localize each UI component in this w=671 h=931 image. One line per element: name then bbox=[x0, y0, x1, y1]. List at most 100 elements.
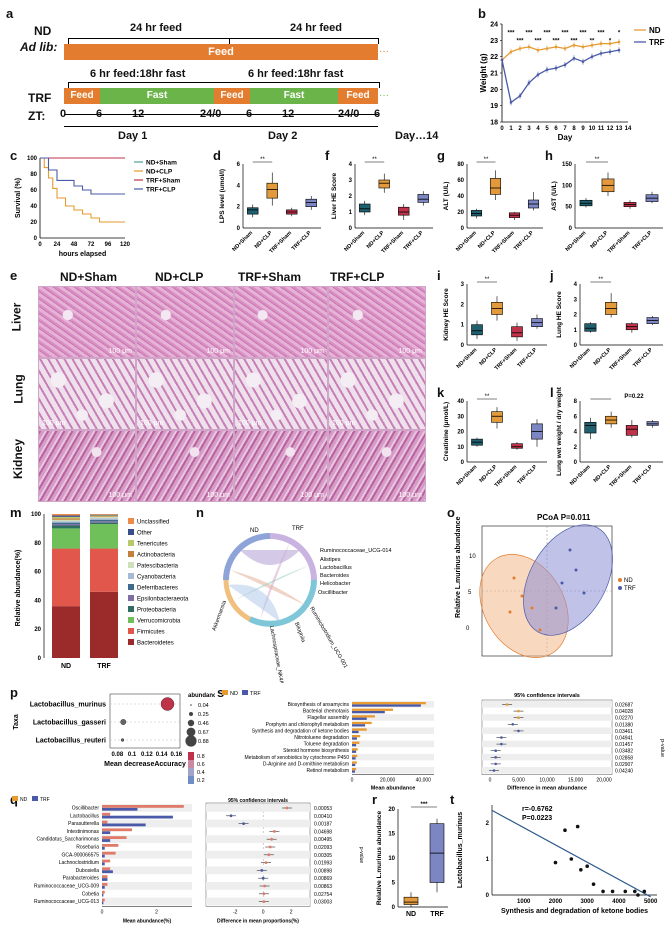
scale-bar: 100 μm bbox=[206, 348, 231, 355]
d-box bbox=[305, 198, 317, 207]
n-tax-4: Bacteroides bbox=[320, 573, 349, 579]
b-xtick: 7 bbox=[563, 126, 567, 132]
s-legend-nd: ND bbox=[230, 691, 238, 697]
s-bar-trf bbox=[352, 711, 385, 714]
q-bar-nd bbox=[102, 859, 111, 863]
feed24-label-1: 24 hr feed bbox=[130, 22, 182, 34]
q-pvalue: 0.04698 bbox=[314, 829, 332, 835]
s-ci-point bbox=[517, 729, 520, 733]
q-bar-trf bbox=[102, 815, 173, 819]
m-bar-actinobacteria bbox=[52, 518, 80, 520]
i-ytick: 3 bbox=[461, 282, 465, 288]
i-xtick: ND+CLP bbox=[479, 347, 499, 367]
o-point bbox=[508, 610, 512, 614]
s-xtick: 0 bbox=[351, 778, 354, 784]
k-ylabel: Creatinine (μmol/L) bbox=[443, 402, 450, 461]
b-xtick: 9 bbox=[581, 126, 585, 132]
e-row-lung: Lung bbox=[11, 374, 26, 404]
m-legend-swatch bbox=[128, 628, 134, 634]
b-ytick: 23 bbox=[490, 38, 498, 45]
p-frame bbox=[109, 693, 181, 749]
r-ytick: 0 bbox=[392, 905, 396, 911]
p-legend-val: 0.04 bbox=[198, 703, 209, 709]
m-legend-swatch bbox=[128, 562, 134, 568]
d-ytick: 2 bbox=[237, 205, 241, 211]
s-legend-trf-swatch bbox=[242, 690, 248, 695]
q-xtick2: 2 bbox=[290, 909, 293, 915]
h-ytick: 100 bbox=[562, 183, 573, 189]
s-pvalue: 0.04240 bbox=[615, 769, 633, 775]
m-bar-firmicutes bbox=[90, 548, 118, 592]
i-xtick: ND+Sham bbox=[456, 347, 479, 370]
trf-fast-text-1: Fast bbox=[146, 90, 168, 101]
b-point bbox=[617, 40, 621, 44]
p-gradient-swatch bbox=[188, 768, 194, 776]
panel-label-h: h bbox=[545, 148, 553, 163]
i-ytick: 2 bbox=[461, 302, 465, 308]
q-bar-nd bbox=[102, 883, 108, 886]
b-xtick: 5 bbox=[545, 126, 549, 132]
j-ytick: 1 bbox=[574, 328, 578, 334]
zt-tick-6: 24/0 bbox=[338, 108, 360, 120]
t-point bbox=[569, 857, 574, 861]
o-ytick-2: 5 bbox=[468, 590, 472, 596]
t-xtick: 5000 bbox=[644, 899, 658, 905]
o-ytick-1: 0 bbox=[466, 626, 470, 632]
t-xtick: 3000 bbox=[581, 899, 595, 905]
s-bar-nd bbox=[352, 768, 357, 771]
s-ci-stripe bbox=[482, 753, 612, 761]
q-category: GCA-900066575 bbox=[61, 852, 99, 858]
t-xtick: 1000 bbox=[517, 899, 531, 905]
e-row-kidney: Kidney bbox=[11, 438, 26, 480]
s-bar-trf bbox=[352, 704, 421, 707]
s-category: Bacterial chemotaxis bbox=[303, 709, 350, 715]
d-box bbox=[266, 182, 278, 199]
q-bar-nd bbox=[102, 898, 105, 902]
q-category: Intestinimonas bbox=[67, 829, 100, 835]
h-xtick: TRF+Sham bbox=[607, 230, 632, 255]
d-ylabel: LPS level (umol/l) bbox=[219, 169, 226, 223]
n-tax-7: Ruminiclostridium_UCG-001 bbox=[308, 606, 348, 669]
panel-label-n: n bbox=[196, 505, 204, 520]
c-ytick: 80 bbox=[30, 172, 37, 178]
c-ytick: 40 bbox=[30, 204, 37, 210]
b-point bbox=[509, 50, 513, 54]
r-ytick: 20 bbox=[388, 807, 395, 813]
f-ytick: 0 bbox=[349, 226, 353, 232]
chord-arc-right bbox=[269, 533, 317, 581]
r-ylabel: Relative L.murinus abundance bbox=[376, 810, 383, 905]
c-xtick: 96 bbox=[105, 242, 112, 248]
trf-feed-text-1: Feed bbox=[70, 90, 94, 101]
b-point bbox=[572, 57, 576, 60]
o-ylabel: Relative L.murinus abundance bbox=[455, 516, 462, 618]
q-xlabel2: Difference in mean proportions(%) bbox=[217, 918, 299, 924]
q-pvalue: 0.00863 bbox=[314, 884, 332, 890]
e-col-1: ND+Sham bbox=[60, 270, 118, 284]
q-pvalue: 0.00410 bbox=[314, 814, 332, 820]
s-xlabel: Mean abundance bbox=[371, 786, 416, 792]
b-xtick: 0 bbox=[500, 126, 504, 132]
q-category: Roseburia bbox=[76, 845, 99, 851]
g-xtick: ND+Sham bbox=[455, 230, 478, 253]
p-point bbox=[120, 719, 127, 725]
p-legend-val: 0.67 bbox=[198, 730, 209, 736]
s-ci-point bbox=[492, 769, 496, 772]
panel-label-i: i bbox=[437, 268, 441, 283]
n-tax-5: Helicobacter bbox=[320, 581, 351, 587]
s-category: Metabolism of xenobiotics by cytochrome … bbox=[245, 755, 350, 761]
q-pvalue: 0.00187 bbox=[314, 822, 332, 828]
day-2-label: Day 2 bbox=[268, 130, 298, 142]
o-legend-trf: TRF bbox=[624, 586, 636, 592]
f-box bbox=[359, 203, 371, 213]
zt-tick-5: 12 bbox=[282, 108, 295, 120]
m-bar-other bbox=[90, 514, 118, 516]
s-bar-trf bbox=[352, 737, 357, 740]
o-trf-ellipse bbox=[523, 524, 613, 636]
q-pvalue: 0.00305 bbox=[314, 853, 332, 859]
q-row-stripe bbox=[102, 819, 192, 828]
k-ytick: 30 bbox=[457, 414, 464, 420]
b-sig-star: *** bbox=[534, 39, 542, 45]
m-legend-swatch bbox=[128, 639, 134, 645]
q-category: Lactobacillus bbox=[70, 813, 99, 819]
